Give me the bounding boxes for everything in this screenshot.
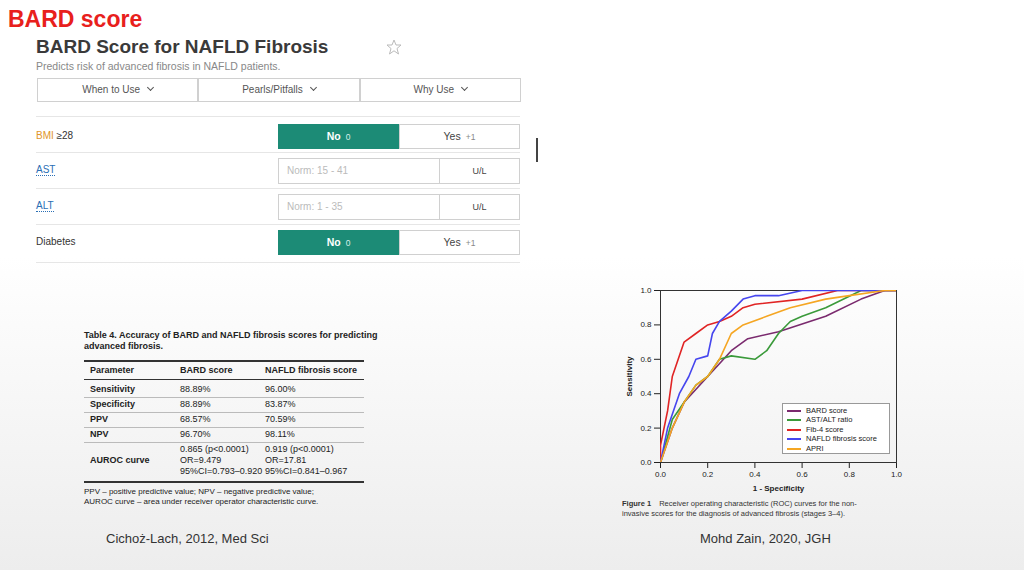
html-text:When to Use: When to Use [82,84,140,95]
html-text:95%CI=0.793–0.920: 95%CI=0.793–0.920 [180,466,263,476]
html-text:0.919 (p<0.0001): 0.919 (p<0.0001) [265,444,334,454]
html-text:88.89%: 88.89% [180,399,211,409]
html-text:AST: AST [36,164,56,175]
html-text:NAFLD fibrosis score: NAFLD fibrosis score [806,434,877,443]
html-text:PPV: PPV [90,414,108,424]
svg-text:0.4: 0.4 [749,470,761,479]
html-text:Why Use: Why Use [413,84,454,95]
svg-text:0.8: 0.8 [844,470,856,479]
html-text:Pearls/Pitfalls: Pearls/Pitfalls [242,84,303,95]
html-text:APRI: APRI [806,443,824,453]
html-text:OR=9.479: OR=9.479 [180,455,222,465]
html-text:Receiver operating characteris: Receiver operating characteristic (ROC) … [659,499,857,508]
html-text:96.00%: 96.00% [265,384,296,394]
html-text:BARD Score for NAFLD Fibrosis: BARD Score for NAFLD Fibrosis [36,36,329,57]
html-text:BARD score: BARD score [806,405,848,415]
html-text:Norm: 15 - 41: Norm: 15 - 41 [287,165,349,176]
svg-text:1.0: 1.0 [891,470,903,479]
html-text:Parameter: Parameter [90,365,134,375]
svg-text:0.0: 0.0 [655,470,667,479]
html-text:BMI ≥28: BMI ≥28 [36,130,74,141]
html-text:U/L: U/L [472,202,487,212]
html-text:Norm: 1 - 35: Norm: 1 - 35 [287,201,343,212]
html-text:83.87%: 83.87% [265,399,296,409]
html-text:AUROC curve: AUROC curve [90,455,150,465]
html-text:BARD score: BARD score [180,365,233,375]
html-text:Yes +1: Yes +1 [443,130,476,142]
svg-text:0.4: 0.4 [640,389,652,398]
html-text:98.11%: 98.11% [265,429,295,439]
html-text:Mohd Zain, 2020, JGH: Mohd Zain, 2020, JGH [700,531,831,546]
html-text:invasive scores for the diagno: invasive scores for the diagnosis of adv… [622,509,845,518]
html-text:Specificity: Specificity [90,399,135,409]
html-text:advanced fibrosis.: advanced fibrosis. [84,341,163,351]
html-text:Diabetes: Diabetes [36,236,76,247]
html-text:AUROC curve – area under recei: AUROC curve – area under receiver operat… [84,497,319,506]
html-text:Predicts risk of advanced fibr: Predicts risk of advanced fibrosis in NA… [36,60,281,72]
html-text:AST/ALT ratio: AST/ALT ratio [806,415,853,424]
svg-text:1.0: 1.0 [640,286,652,295]
svg-text:0.6: 0.6 [797,470,809,479]
html-text:70.59%: 70.59% [265,414,296,424]
html-text:95%CI=0.841–0.967: 95%CI=0.841–0.967 [265,466,348,476]
svg-text:0.2: 0.2 [640,424,652,433]
html-text:Sensitivity: Sensitivity [90,384,135,394]
html-text:NPV: NPV [90,429,109,439]
html-text:BARD score: BARD score [8,6,143,32]
html-text:88.89%: 88.89% [180,384,211,394]
html-text:ALT: ALT [36,200,54,211]
html-text:Figure 1: Figure 1 [622,499,652,508]
html-text:Fib-4 score: Fib-4 score [806,424,844,434]
html-text:Cichoż-Lach, 2012, Med Sci: Cichoż-Lach, 2012, Med Sci [106,531,269,546]
html-text:96.70%: 96.70% [180,429,211,439]
svg-text:1 - Specificity: 1 - Specificity [753,484,805,493]
html-text:68.57%: 68.57% [180,414,211,424]
svg-text:0.2: 0.2 [702,470,714,479]
html-text:PPV – positive predictive valu: PPV – positive predictive value; NPV – n… [84,487,314,496]
svg-text:0.6: 0.6 [640,355,652,364]
html-text:NAFLD fibrosis score: NAFLD fibrosis score [265,365,357,375]
html-text:Table 4. Accuracy of BARD and: Table 4. Accuracy of BARD and NAFLD fibr… [84,330,378,340]
html-text:No 0: No 0 [326,236,351,248]
html-text:OR=17.81: OR=17.81 [265,455,307,465]
html-text:0.865 (p<0.0001): 0.865 (p<0.0001) [180,444,249,454]
html-text:Yes +1: Yes +1 [443,236,476,248]
svg-text:Sensitivity: Sensitivity [625,356,634,397]
html-text:U/L: U/L [472,166,487,176]
svg-text:0.8: 0.8 [640,320,652,329]
svg-text:0.0: 0.0 [640,458,652,467]
html-text:No 0: No 0 [326,130,351,142]
